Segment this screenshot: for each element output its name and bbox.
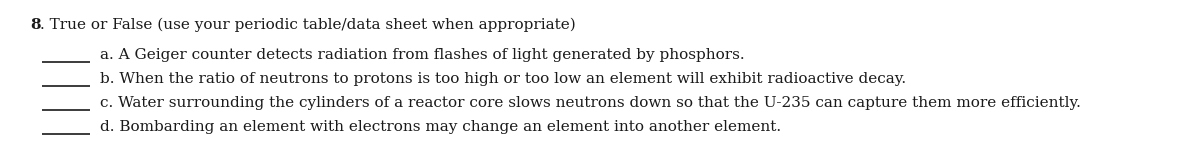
Text: b. When the ratio of neutrons to protons is too high or too low an element will : b. When the ratio of neutrons to protons… [100, 72, 906, 86]
Text: a. A Geiger counter detects radiation from flashes of light generated by phospho: a. A Geiger counter detects radiation fr… [100, 48, 745, 62]
Text: 8: 8 [30, 18, 41, 32]
Text: c. Water surrounding the cylinders of a reactor core slows neutrons down so that: c. Water surrounding the cylinders of a … [100, 96, 1081, 110]
Text: . True or False (use your periodic table/data sheet when appropriate): . True or False (use your periodic table… [40, 18, 576, 32]
Text: d. Bombarding an element with electrons may change an element into another eleme: d. Bombarding an element with electrons … [100, 120, 781, 134]
